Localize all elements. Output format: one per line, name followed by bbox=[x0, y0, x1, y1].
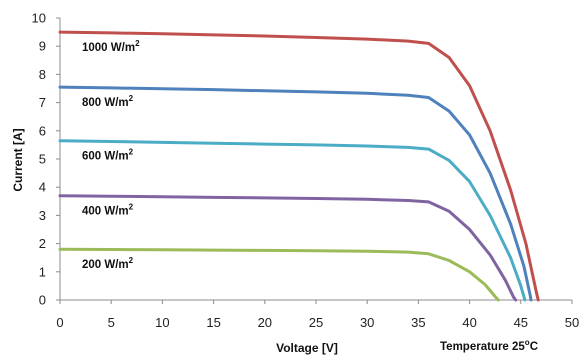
temperature-note-unit: C bbox=[530, 341, 538, 353]
y-tick-label: 9 bbox=[39, 39, 46, 54]
x-tick-label: 5 bbox=[108, 315, 115, 330]
y-tick-label: 6 bbox=[39, 123, 46, 138]
y-tick-label: 10 bbox=[32, 11, 46, 26]
series-line bbox=[58, 247, 500, 302]
series-label-text: 600 W/m bbox=[82, 151, 129, 163]
y-ticks: 0 1 2 3 4 5 6 7 8 9 10 bbox=[32, 11, 60, 308]
y-tick-label: 4 bbox=[39, 180, 46, 195]
x-axis-title: Voltage [V] bbox=[276, 341, 338, 355]
y-tick-label: 0 bbox=[39, 293, 46, 308]
x-tick-label: 35 bbox=[411, 315, 425, 330]
y-tick-label: 3 bbox=[39, 208, 46, 223]
series-label-sup: 2 bbox=[129, 203, 134, 212]
series-label: 200 W/m2 bbox=[82, 256, 134, 271]
series-label-sup: 2 bbox=[135, 39, 140, 48]
series-label: 800 W/m2 bbox=[82, 94, 134, 109]
series-label-sup: 2 bbox=[129, 256, 134, 265]
series-label-text: 200 W/m bbox=[82, 259, 129, 271]
x-tick-label: 40 bbox=[462, 315, 476, 330]
x-tick-label: 30 bbox=[360, 315, 374, 330]
x-tick-label: 15 bbox=[206, 315, 220, 330]
series-label-text: 400 W/m bbox=[82, 206, 129, 218]
temperature-note: Temperature 25oC bbox=[440, 338, 538, 353]
series-label-text: 800 W/m bbox=[82, 97, 129, 109]
y-tick-label: 8 bbox=[39, 67, 46, 82]
x-tick-label: 45 bbox=[514, 315, 528, 330]
y-tick-label: 5 bbox=[39, 152, 46, 167]
series-label-text: 1000 W/m bbox=[82, 42, 135, 54]
x-tick-label: 25 bbox=[309, 315, 323, 330]
temperature-note-sup: o bbox=[525, 338, 530, 347]
series-label: 600 W/m2 bbox=[82, 148, 134, 163]
y-tick-label: 2 bbox=[39, 236, 46, 251]
y-axis-title: Current [A] bbox=[11, 128, 25, 191]
series-line bbox=[58, 139, 527, 302]
series-line bbox=[58, 85, 533, 302]
series-label-sup: 2 bbox=[129, 94, 134, 103]
x-ticks: 0 5 10 15 20 25 30 35 40 45 50 bbox=[56, 300, 579, 330]
series-lines bbox=[58, 30, 540, 302]
y-tick-label: 1 bbox=[39, 264, 46, 279]
y-tick-label: 7 bbox=[39, 95, 46, 110]
x-tick-label: 0 bbox=[56, 315, 63, 330]
series-line bbox=[58, 194, 518, 302]
series-line bbox=[58, 30, 540, 302]
series-label: 1000 W/m2 bbox=[82, 39, 140, 54]
x-tick-label: 20 bbox=[258, 315, 272, 330]
x-tick-label: 50 bbox=[565, 315, 579, 330]
temperature-note-text: Temperature 25 bbox=[440, 341, 525, 353]
series-label-sup: 2 bbox=[129, 148, 134, 157]
series-label: 400 W/m2 bbox=[82, 203, 134, 218]
x-tick-label: 10 bbox=[155, 315, 169, 330]
